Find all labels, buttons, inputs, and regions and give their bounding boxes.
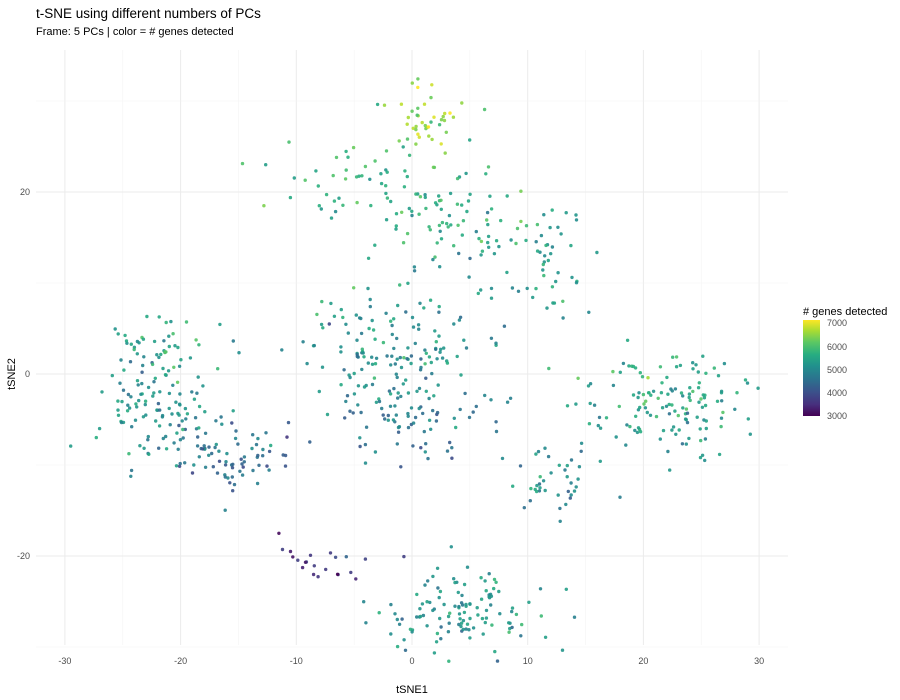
svg-text:-10: -10 (290, 656, 303, 666)
svg-text:tSNE2: tSNE2 (6, 358, 18, 390)
legend-label-7000: 7000 (827, 318, 848, 328)
color-legend: # genes detected 7000 6000 5000 4000 300… (803, 306, 888, 421)
svg-text:0: 0 (409, 656, 414, 666)
legend-title: # genes detected (803, 306, 888, 318)
svg-text:-30: -30 (58, 656, 71, 666)
chart-subtitle: Frame: 5 PCs | color = # genes detected (36, 26, 234, 38)
svg-text:10: 10 (523, 656, 533, 666)
legend-label-3000: 3000 (827, 411, 848, 421)
svg-text:-20: -20 (174, 656, 187, 666)
legend-colorbar (803, 320, 820, 416)
data-points (69, 77, 760, 663)
svg-text:20: 20 (638, 656, 648, 666)
axis-labels: -30 -20 -10 0 10 20 30 -20 0 20 tSNE1 tSNE2 (6, 187, 764, 696)
chart-title: t-SNE using different numbers of PCs (36, 6, 261, 21)
grid-lines (36, 50, 788, 648)
svg-text:20: 20 (20, 187, 30, 197)
svg-text:30: 30 (754, 656, 764, 666)
svg-text:0: 0 (25, 369, 30, 379)
legend-label-5000: 5000 (827, 365, 848, 375)
legend-label-4000: 4000 (827, 388, 848, 398)
legend-label-6000: 6000 (827, 342, 848, 352)
svg-text:tSNE1: tSNE1 (396, 684, 428, 696)
svg-text:-20: -20 (17, 551, 30, 561)
